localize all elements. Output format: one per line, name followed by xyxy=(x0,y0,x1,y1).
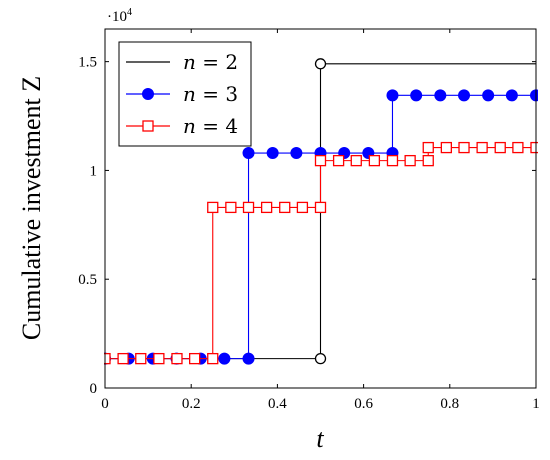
data-point xyxy=(350,154,362,167)
data-point xyxy=(314,58,327,70)
legend-label: n = 2 xyxy=(183,50,238,74)
legend-item: n = 4 xyxy=(126,114,238,138)
data-point xyxy=(142,120,154,132)
data-point xyxy=(332,154,345,167)
data-point xyxy=(314,154,327,167)
data-point xyxy=(242,147,255,160)
data-point xyxy=(512,141,524,154)
data-point xyxy=(386,154,399,167)
y-tick-label: 1.5 xyxy=(78,55,97,71)
data-point xyxy=(142,88,154,100)
data-point xyxy=(505,89,518,102)
data-point xyxy=(482,89,495,102)
data-point xyxy=(440,141,453,154)
data-point xyxy=(266,147,279,160)
data-point xyxy=(458,141,470,154)
data-point xyxy=(314,352,327,365)
data-point xyxy=(242,352,255,365)
y-axis-title: Cumulative investment Z xyxy=(17,76,46,340)
data-point xyxy=(279,201,291,214)
legend: n = 2 n = 3 n = 4 xyxy=(118,41,252,147)
y-tick-label: 1 xyxy=(90,163,98,179)
data-point xyxy=(494,141,506,154)
data-point xyxy=(188,352,201,365)
data-point xyxy=(135,352,147,365)
series-4 xyxy=(104,141,538,365)
data-point xyxy=(218,352,231,365)
x-tick-label: 0 xyxy=(101,396,109,412)
x-axis-title: t xyxy=(316,424,324,453)
data-point xyxy=(242,201,255,214)
y-tick-label: 0.5 xyxy=(78,272,97,288)
data-point xyxy=(225,201,237,214)
data-point xyxy=(314,201,327,214)
legend-label: n = 4 xyxy=(183,114,238,138)
ticks-layer: 0 0.2 0.4 0.6 0.8 1 0 0.5 1 1.5 xyxy=(78,29,540,412)
data-point xyxy=(296,201,309,214)
y-tick-label: 0 xyxy=(90,381,98,397)
data-point xyxy=(171,352,183,365)
data-point xyxy=(422,154,434,167)
data-point xyxy=(368,154,381,167)
x-tick-label: 0.8 xyxy=(440,396,459,412)
data-point xyxy=(386,89,399,102)
x-tick-label: 0.2 xyxy=(182,396,201,412)
y-scale-label: ·104 xyxy=(107,7,132,25)
data-point xyxy=(117,352,129,365)
legend-item: n = 3 xyxy=(126,82,238,106)
data-point xyxy=(404,154,416,167)
legend-item: n = 2 xyxy=(126,50,238,74)
data-point xyxy=(422,141,434,154)
data-point xyxy=(207,352,219,365)
series-layer xyxy=(104,58,538,365)
data-point xyxy=(434,89,447,102)
legend-label: n = 3 xyxy=(183,82,238,106)
data-point xyxy=(260,201,273,214)
data-point xyxy=(290,147,303,160)
data-point xyxy=(476,141,488,154)
data-point xyxy=(458,89,471,102)
x-tick-label: 0.4 xyxy=(268,396,287,412)
data-point xyxy=(410,89,423,102)
data-point xyxy=(207,201,219,214)
x-tick-label: 0.6 xyxy=(354,396,373,412)
y-scale-exponent: 4 xyxy=(127,7,132,18)
plot-frame xyxy=(104,28,537,389)
x-tick-label: 1 xyxy=(532,396,540,412)
data-point xyxy=(153,352,165,365)
